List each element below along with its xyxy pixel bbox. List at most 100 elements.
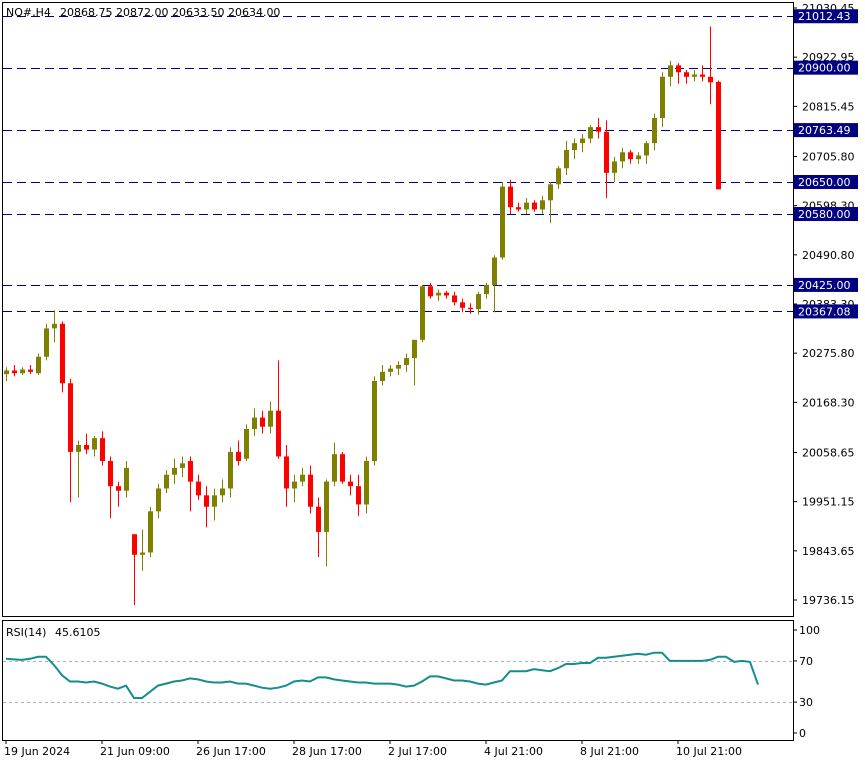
- candle: [332, 442, 337, 487]
- candle-body: [516, 207, 521, 210]
- candle-body: [316, 506, 321, 532]
- candle-body: [532, 202, 537, 210]
- candle: [428, 282, 433, 299]
- candle: [508, 179, 513, 215]
- candle-body: [388, 368, 393, 372]
- candle-body: [540, 200, 545, 210]
- candle: [476, 291, 481, 315]
- candle-body: [308, 474, 313, 507]
- candle: [644, 140, 649, 164]
- candle-body: [36, 356, 41, 374]
- time-tick-label: 28 Jun 17:00: [292, 745, 362, 758]
- candle-body: [564, 149, 569, 169]
- candle-body: [292, 481, 297, 489]
- rsi-axis[interactable]: 100 70 30 0: [793, 624, 820, 740]
- candle-body: [156, 488, 161, 512]
- candle: [188, 456, 193, 512]
- price-tick-label: 20705.80: [802, 150, 855, 163]
- level-tag-label: 20367.08: [798, 305, 851, 318]
- main-plot-frame: [2, 2, 794, 617]
- candle: [4, 367, 9, 381]
- candle-body: [132, 534, 137, 555]
- candle: [36, 353, 41, 376]
- candle-body: [356, 486, 361, 505]
- candle-body: [68, 383, 73, 452]
- candle-body: [108, 461, 113, 487]
- candle: [340, 451, 345, 484]
- candle-body: [148, 511, 153, 553]
- candle-body: [364, 461, 369, 505]
- candle: [268, 401, 273, 434]
- candle-body: [588, 127, 593, 139]
- candle-body: [708, 76, 713, 83]
- candle: [436, 289, 441, 301]
- level-tag: [794, 207, 858, 222]
- candle: [52, 310, 57, 343]
- candle: [44, 323, 49, 361]
- candle: [668, 60, 673, 86]
- candle-body: [284, 456, 289, 489]
- candle-body: [676, 65, 681, 73]
- candle: [132, 534, 137, 606]
- candle: [524, 198, 529, 215]
- candle-body: [716, 81, 721, 190]
- candle-body: [188, 461, 193, 482]
- candle-body: [116, 486, 121, 491]
- symbol-label: NQ#,H4: [6, 6, 51, 19]
- candle: [372, 376, 377, 466]
- candle-body: [484, 284, 489, 295]
- candle-body: [236, 451, 241, 462]
- candle-body: [60, 323, 65, 384]
- level-tag-label: 20425.00: [798, 279, 851, 292]
- price-tick-label: 20058.65: [802, 446, 855, 459]
- rsi-line: [5, 651, 759, 699]
- candle-body: [468, 307, 473, 310]
- candle-body: [140, 552, 145, 555]
- candle-body: [252, 417, 257, 430]
- candle-body: [508, 186, 513, 208]
- candle: [660, 72, 665, 128]
- candle: [716, 80, 721, 190]
- candle: [636, 152, 641, 164]
- candle-body: [628, 152, 633, 160]
- price-tick-label: 20815.45: [802, 100, 855, 113]
- time-tick-label: 19 Jun 2024: [4, 745, 70, 758]
- candle-body: [220, 488, 225, 496]
- candle: [244, 424, 249, 462]
- candle: [620, 147, 625, 169]
- candle-body: [652, 117, 657, 144]
- candle-body: [636, 155, 641, 160]
- candle-body: [396, 364, 401, 369]
- candle-body: [604, 131, 609, 173]
- candle: [124, 461, 129, 498]
- time-axis[interactable]: 19 Jun 2024 21 Jun 09:00 26 Jun 17:00 28 Ju…: [4, 740, 742, 758]
- candle: [468, 303, 473, 314]
- candle-body: [204, 495, 209, 507]
- candle: [252, 408, 257, 436]
- candle: [684, 69, 689, 84]
- candle-body: [172, 467, 177, 475]
- candle-body: [196, 481, 201, 496]
- candle: [348, 474, 353, 496]
- candle-body: [28, 369, 33, 372]
- price-tick-label: 19843.65: [802, 545, 855, 558]
- candle: [380, 364, 385, 386]
- candle-body: [684, 72, 689, 77]
- candle: [324, 479, 329, 567]
- candle: [388, 364, 393, 377]
- candle-body: [548, 184, 553, 201]
- candle: [108, 456, 113, 519]
- candle: [100, 431, 105, 466]
- candle-body: [492, 257, 497, 285]
- candle-body: [460, 302, 465, 308]
- price-tick-label: 19951.15: [802, 496, 855, 509]
- level-tag: [794, 9, 858, 24]
- candle: [28, 364, 33, 375]
- candle-body: [436, 292, 441, 296]
- candle: [404, 353, 409, 372]
- candle: [676, 63, 681, 84]
- candle-body: [660, 76, 665, 118]
- rsi-tick-label: 100: [799, 624, 820, 637]
- rsi-plot-frame: [2, 620, 794, 741]
